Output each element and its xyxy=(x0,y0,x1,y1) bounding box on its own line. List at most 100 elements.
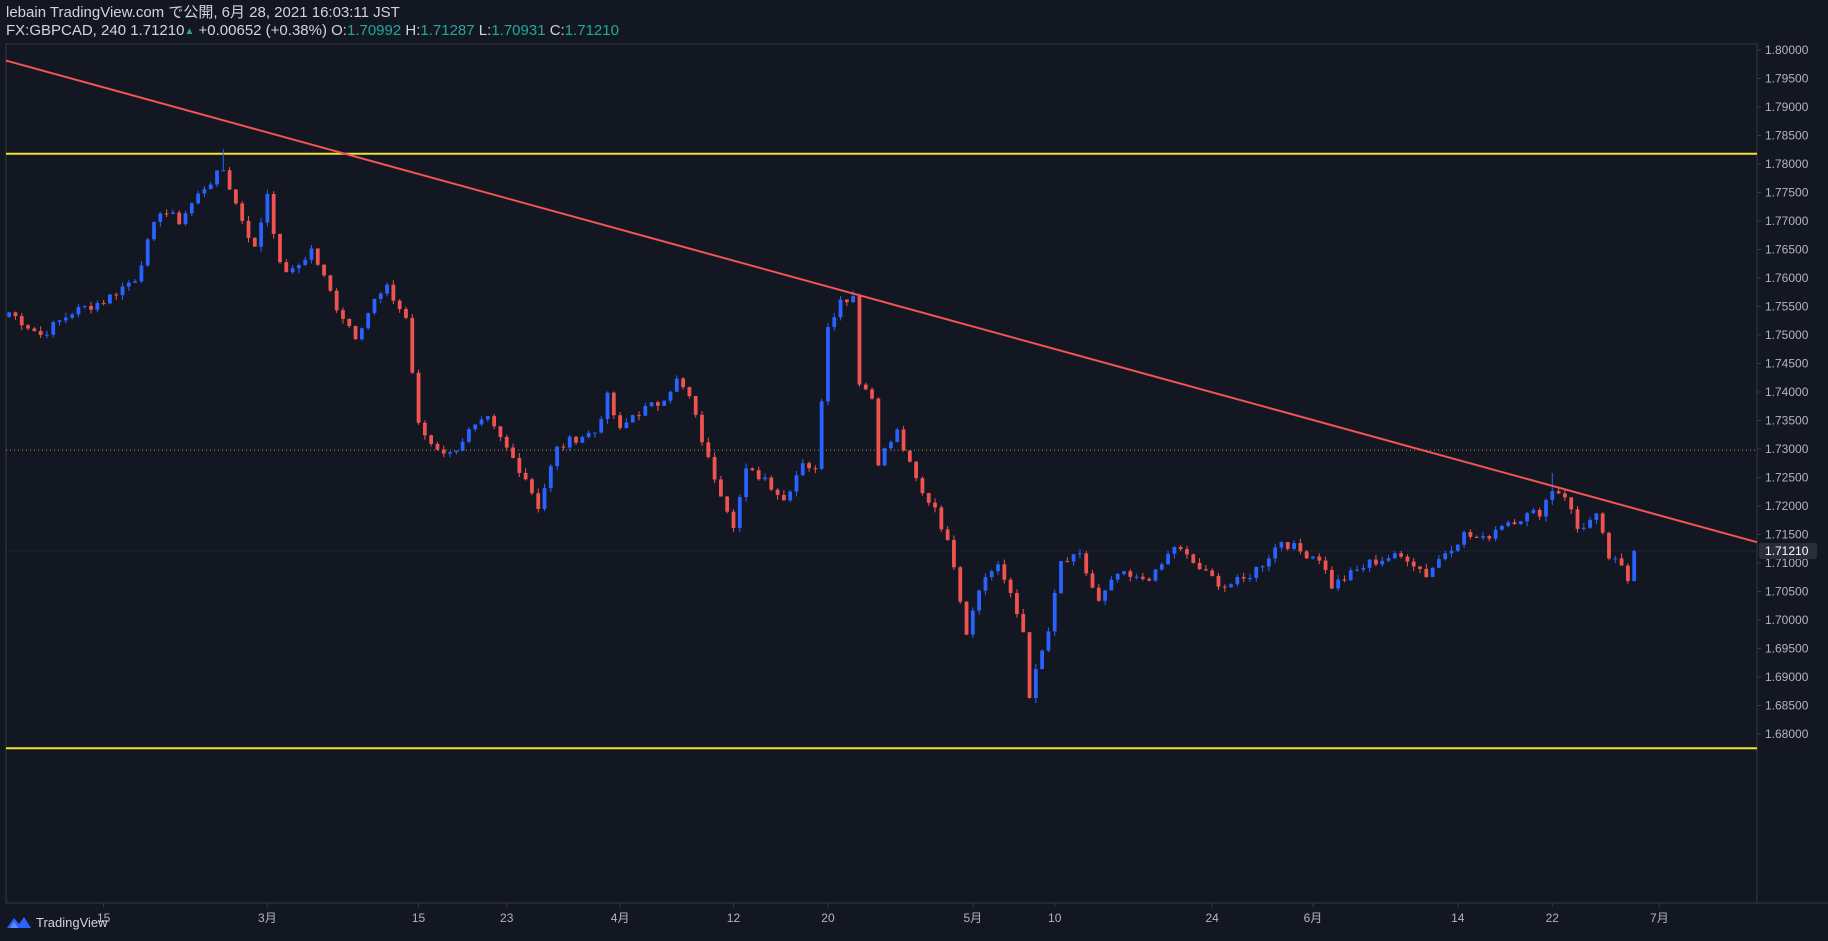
time-axis[interactable]: 15 3月 15 23 4月 12 20 5月 10 24 6月 14 22 7月 xyxy=(97,903,1669,925)
candle-body xyxy=(1619,558,1624,566)
candle-body xyxy=(164,213,169,215)
candle-body xyxy=(145,239,150,266)
candle-body xyxy=(1462,532,1467,545)
candle-body xyxy=(1443,553,1448,560)
candle-body xyxy=(1292,543,1296,549)
candle-body xyxy=(1430,567,1435,577)
candle-body xyxy=(1613,558,1618,560)
candle-body xyxy=(1172,547,1177,554)
tradingview-footer[interactable]: TradingView xyxy=(6,912,108,932)
candle-body xyxy=(763,477,767,480)
candle-body xyxy=(643,406,648,416)
candle-body xyxy=(290,268,295,273)
candle-body xyxy=(593,432,597,434)
candle-body xyxy=(933,502,937,508)
horizontal-lines[interactable] xyxy=(6,152,1757,750)
chart-header: lebain TradingView.com で公開, 6月 28, 2021 … xyxy=(6,4,619,41)
candle-body xyxy=(404,309,408,318)
candle-body xyxy=(347,318,352,327)
candle-body xyxy=(630,415,635,423)
candle-body xyxy=(391,284,396,301)
x-tick-label: 12 xyxy=(727,911,741,925)
candle-body xyxy=(1141,576,1145,579)
candle-body xyxy=(662,400,667,406)
symbol-name[interactable]: FX:GBPCAD, 240 xyxy=(6,22,127,39)
last-price: 1.71210 xyxy=(130,22,185,39)
candle-body xyxy=(454,450,459,453)
candle-body xyxy=(378,293,383,299)
candle-body xyxy=(851,296,856,303)
candle-body xyxy=(435,443,440,450)
candle-body xyxy=(548,466,553,489)
candle-body xyxy=(511,447,515,458)
candle-body xyxy=(1033,669,1038,698)
y-tick-label: 1.72000 xyxy=(1765,499,1809,513)
candle-body xyxy=(422,422,427,436)
candle-body xyxy=(492,416,497,427)
candle-body xyxy=(1361,567,1366,570)
candle-body xyxy=(1588,519,1592,528)
y-tick-label: 1.68000 xyxy=(1765,727,1809,741)
candle-body xyxy=(876,398,881,466)
candle-body xyxy=(467,429,471,442)
candle-body xyxy=(977,590,982,611)
candle-body xyxy=(1399,553,1404,557)
candle-body xyxy=(1323,560,1328,570)
candle-body xyxy=(1266,558,1271,567)
candle-body xyxy=(189,203,194,214)
candle-body xyxy=(1449,550,1454,554)
candle-body xyxy=(769,477,774,490)
candle-body xyxy=(133,281,138,283)
candle-body xyxy=(341,310,345,319)
last-price-badge: 1.71210 xyxy=(1759,543,1817,560)
candle-body xyxy=(756,470,761,480)
candle-body xyxy=(700,414,704,443)
candle-body xyxy=(1392,553,1397,559)
candle-body xyxy=(1185,549,1189,555)
candle-body xyxy=(1374,559,1378,565)
plot-area[interactable] xyxy=(5,43,1758,904)
candle-body xyxy=(353,326,358,340)
open-value: 1.70992 xyxy=(346,22,402,39)
candle-body xyxy=(479,419,484,425)
y-tick-label: 1.74000 xyxy=(1765,385,1809,399)
candle-body xyxy=(1537,509,1542,517)
candle-body xyxy=(718,479,723,497)
candle-body xyxy=(221,170,226,172)
candle-body xyxy=(1569,497,1574,510)
candle-body xyxy=(473,424,478,430)
trendline-group[interactable] xyxy=(5,59,1758,544)
candle-body xyxy=(737,497,742,529)
candle-body xyxy=(1594,513,1599,520)
up-triangle-icon: ▲ xyxy=(184,26,195,37)
candle-body xyxy=(284,262,289,273)
y-tick-label: 1.80000 xyxy=(1765,43,1809,57)
price-axis[interactable]: 1.80000 1.79500 1.79000 1.78500 1.78000 1.775… xyxy=(1757,43,1809,741)
candle-body xyxy=(542,488,547,509)
candle-body xyxy=(907,450,912,462)
candle-body xyxy=(674,378,679,392)
candle-body xyxy=(1109,579,1114,591)
candle-body xyxy=(397,300,402,310)
candle-body xyxy=(530,479,534,494)
candle-body xyxy=(26,325,30,329)
candle-body xyxy=(1512,522,1517,525)
candle-body xyxy=(1550,491,1555,500)
candle-body xyxy=(208,184,213,190)
candle-body xyxy=(1071,554,1076,562)
candle-body xyxy=(19,316,24,326)
y-tick-label: 1.73000 xyxy=(1765,442,1809,456)
candle-body xyxy=(1380,560,1385,565)
candle-body xyxy=(1147,578,1152,581)
x-tick-label: 5月 xyxy=(963,911,982,925)
x-tick-label: 4月 xyxy=(611,911,630,925)
candle-body xyxy=(989,571,994,578)
candle-body xyxy=(498,426,503,437)
candle-body xyxy=(410,317,415,373)
trendline[interactable] xyxy=(5,59,1758,544)
candle-body xyxy=(668,391,673,401)
candle-body xyxy=(1216,575,1221,587)
candle-body xyxy=(926,493,931,503)
candle-body xyxy=(1115,573,1120,580)
